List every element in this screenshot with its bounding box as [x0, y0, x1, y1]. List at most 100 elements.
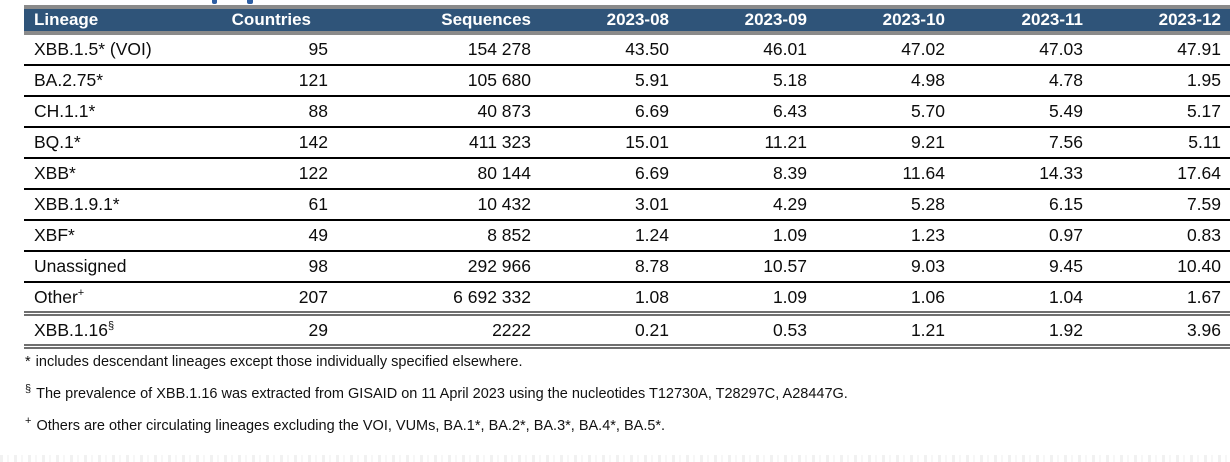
cell-m3: 0.97	[954, 220, 1092, 252]
column-header-m1: 2023-09	[678, 5, 816, 35]
cell-m4: 5.17	[1092, 96, 1230, 128]
lineage-label: CH.1.1*	[34, 101, 96, 121]
cell-lineage: Unassigned	[24, 251, 189, 283]
cell-lineage: XBB.1.16§	[24, 313, 189, 349]
column-header-sequences: Sequences	[337, 5, 540, 35]
cell-m1: 10.57	[678, 251, 816, 283]
cell-sequences: 10 432	[337, 189, 540, 221]
footnote-text: The prevalence of XBB.1.16 was extracted…	[36, 386, 848, 403]
cell-m0: 3.01	[540, 189, 678, 221]
cell-sequences: 80 144	[337, 158, 540, 190]
footnote-marker: +	[25, 415, 32, 428]
cell-countries: 122	[189, 158, 337, 190]
cell-m3: 1.04	[954, 282, 1092, 316]
cropped-text-artifact	[0, 455, 1230, 462]
cell-lineage: XBB.1.5* (VOI)	[24, 33, 189, 66]
cell-lineage: CH.1.1*	[24, 96, 189, 128]
cell-m2: 11.64	[816, 158, 954, 190]
table-row: Unassigned 98 292 966 8.78 10.57 9.03 9.45 10.4…	[24, 251, 1230, 283]
footnote-section: § The prevalence of XBB.1.16 was extracte…	[25, 383, 1215, 403]
cell-sequences: 411 323	[337, 127, 540, 159]
lineage-label: XBF*	[34, 225, 75, 245]
cell-m4: 1.67	[1092, 282, 1230, 316]
cell-countries: 29	[189, 313, 337, 349]
cell-countries: 49	[189, 220, 337, 252]
lineage-prevalence-table-wrap: Lineage Countries Sequences 2023-08 2023-09 2…	[24, 5, 1230, 349]
table-row: XBB.1.9.1* 61 10 432 3.01 4.29 5.28 6.15 7.59	[24, 189, 1230, 221]
lineage-label: XBB*	[34, 163, 76, 183]
cell-lineage: XBF*	[24, 220, 189, 252]
cell-m4: 7.59	[1092, 189, 1230, 221]
footnote-marker: §	[25, 383, 32, 396]
cell-m1: 6.43	[678, 96, 816, 128]
cell-m2: 5.70	[816, 96, 954, 128]
column-header-m4: 2023-12	[1092, 5, 1230, 35]
lineage-label: XBB.1.9.1*	[34, 194, 120, 214]
cell-m1: 8.39	[678, 158, 816, 190]
cell-m3: 1.92	[954, 313, 1092, 349]
footnote-text: Others are other circulating lineages ex…	[36, 418, 666, 435]
cell-m3: 6.15	[954, 189, 1092, 221]
cell-countries: 142	[189, 127, 337, 159]
cell-m4: 17.64	[1092, 158, 1230, 190]
cell-lineage: BQ.1*	[24, 127, 189, 159]
cell-lineage: BA.2.75*	[24, 65, 189, 97]
cell-m4: 3.96	[1092, 313, 1230, 349]
table-row: BA.2.75* 121 105 680 5.91 5.18 4.98 4.78 1.95	[24, 65, 1230, 97]
cell-m0: 1.24	[540, 220, 678, 252]
cell-sequences: 2222	[337, 313, 540, 349]
cell-lineage: XBB*	[24, 158, 189, 190]
cell-m4: 1.95	[1092, 65, 1230, 97]
cell-sequences: 6 692 332	[337, 282, 540, 316]
cell-m1: 11.21	[678, 127, 816, 159]
cell-m2: 4.98	[816, 65, 954, 97]
cell-m3: 4.78	[954, 65, 1092, 97]
cell-m3: 47.03	[954, 33, 1092, 66]
cell-lineage: Other+	[24, 282, 189, 316]
column-header-m0: 2023-08	[540, 5, 678, 35]
footnote-plus: + Others are other circulating lineages e…	[25, 415, 1215, 435]
cell-m2: 47.02	[816, 33, 954, 66]
column-header-lineage: Lineage	[24, 5, 189, 35]
cell-m2: 5.28	[816, 189, 954, 221]
table-row: XBB.1.5* (VOI) 95 154 278 43.50 46.01 47.02 47…	[24, 33, 1230, 66]
footnote-text: includes descendant lineages except thos…	[35, 354, 523, 370]
cell-m4: 10.40	[1092, 251, 1230, 283]
cell-m0: 8.78	[540, 251, 678, 283]
table-row: BQ.1* 142 411 323 15.01 11.21 9.21 7.56 5.11	[24, 127, 1230, 159]
cell-m3: 14.33	[954, 158, 1092, 190]
cropped-title-artifact	[247, 0, 253, 4]
cell-m3: 7.56	[954, 127, 1092, 159]
cell-m3: 9.45	[954, 251, 1092, 283]
cell-m0: 15.01	[540, 127, 678, 159]
lineage-label: XBB.1.16	[34, 319, 108, 340]
cell-m0: 1.08	[540, 282, 678, 316]
lineage-superscript: +	[77, 286, 85, 299]
table-row: CH.1.1* 88 40 873 6.69 6.43 5.70 5.49 5.17	[24, 96, 1230, 128]
cell-countries: 121	[189, 65, 337, 97]
cell-m2: 9.21	[816, 127, 954, 159]
cell-countries: 61	[189, 189, 337, 221]
cell-countries: 95	[189, 33, 337, 66]
column-header-m3: 2023-11	[954, 5, 1092, 35]
table-row: XBF* 49 8 852 1.24 1.09 1.23 0.97 0.83	[24, 220, 1230, 252]
footnotes: * includes descendant lineages except tho…	[25, 353, 1215, 449]
cropped-title-artifact	[212, 0, 217, 4]
table-body: XBB.1.5* (VOI) 95 154 278 43.50 46.01 47.02 47…	[24, 33, 1230, 349]
cell-m4: 0.83	[1092, 220, 1230, 252]
table-row: XBB* 122 80 144 6.69 8.39 11.64 14.33 17.64	[24, 158, 1230, 190]
lineage-superscript: §	[107, 319, 115, 332]
lineage-label: XBB.1.5* (VOI)	[34, 39, 152, 59]
cell-m1: 0.53	[678, 313, 816, 349]
table-header-row: Lineage Countries Sequences 2023-08 2023-09 2…	[24, 5, 1230, 35]
table-header: Lineage Countries Sequences 2023-08 2023-09 2…	[24, 5, 1230, 35]
cell-m4: 5.11	[1092, 127, 1230, 159]
column-header-m2: 2023-10	[816, 5, 954, 35]
cell-m1: 5.18	[678, 65, 816, 97]
column-header-countries: Countries	[189, 5, 337, 35]
cell-countries: 207	[189, 282, 337, 316]
cell-m1: 46.01	[678, 33, 816, 66]
cell-countries: 98	[189, 251, 337, 283]
cell-m3: 5.49	[954, 96, 1092, 128]
lineage-label: BA.2.75*	[34, 70, 104, 90]
